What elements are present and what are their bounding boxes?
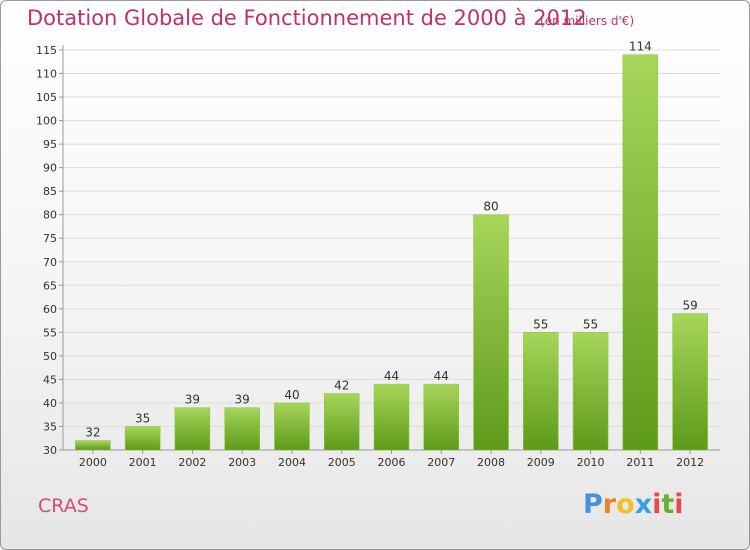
logo-letter: i	[674, 489, 684, 520]
y-tick-label: 115	[36, 44, 57, 57]
bar	[274, 402, 310, 451]
bar	[672, 313, 708, 451]
x-tick-label: 2007	[427, 456, 455, 469]
data-label: 39	[235, 393, 250, 407]
x-tick-label: 2000	[79, 456, 107, 469]
proxiti-logo: Proxiti	[583, 489, 684, 520]
data-label: 114	[629, 40, 652, 54]
y-tick-label: 75	[43, 232, 57, 245]
logo-letter: t	[661, 489, 675, 520]
bar	[323, 393, 360, 451]
data-label: 44	[384, 369, 399, 383]
y-tick-label: 65	[43, 279, 57, 292]
data-label: 32	[85, 426, 100, 440]
bar	[124, 426, 161, 451]
x-tick-label: 2001	[129, 456, 157, 469]
y-tick-label: 95	[43, 138, 57, 151]
x-tick-label: 2010	[577, 456, 605, 469]
x-tick-label: 2003	[228, 456, 256, 469]
data-label: 42	[334, 379, 349, 393]
data-label: 55	[533, 317, 548, 331]
bar	[373, 383, 410, 451]
logo-letter: P	[583, 489, 603, 520]
bar	[75, 440, 111, 451]
x-tick-label: 2004	[278, 456, 306, 469]
data-label: 55	[583, 317, 598, 331]
y-tick-label: 50	[43, 350, 57, 363]
logo-letter: r	[602, 489, 617, 520]
data-label: 80	[483, 200, 498, 214]
x-tick-label: 2002	[178, 456, 206, 469]
logo-letter: x	[634, 489, 653, 520]
y-tick-label: 105	[36, 91, 57, 104]
x-tick-label: 2005	[328, 456, 356, 469]
x-tick-label: 2008	[477, 456, 505, 469]
data-label: 40	[284, 388, 299, 402]
y-tick-label: 110	[36, 68, 57, 81]
x-tick-label: 2011	[626, 456, 654, 469]
bar	[572, 332, 609, 451]
y-tick-label: 40	[43, 397, 57, 410]
bar	[473, 214, 509, 451]
bar	[224, 407, 260, 451]
x-tick-label: 2006	[378, 456, 406, 469]
x-tick-label: 2012	[676, 456, 704, 469]
bar	[622, 54, 659, 451]
bar	[523, 332, 559, 451]
bar	[423, 383, 460, 451]
y-tick-label: 90	[43, 162, 57, 175]
data-label: 44	[434, 369, 449, 383]
data-label: 39	[185, 393, 200, 407]
logo-letter: o	[616, 489, 635, 520]
y-tick-label: 85	[43, 185, 57, 198]
y-tick-label: 60	[43, 303, 57, 316]
chart-title: Dotation Globale de Fonctionnement de 20…	[27, 6, 587, 30]
y-tick-label: 100	[36, 115, 57, 128]
x-tick-label: 2009	[527, 456, 555, 469]
chart-unit: (en milliers d'€)	[540, 14, 635, 28]
y-tick-label: 55	[43, 326, 57, 339]
logo-letter: i	[652, 489, 662, 520]
y-tick-label: 80	[43, 209, 57, 222]
y-tick-label: 70	[43, 256, 57, 269]
y-tick-label: 45	[43, 373, 57, 386]
bar	[174, 407, 211, 451]
y-tick-label: 30	[43, 444, 57, 457]
data-label: 35	[135, 411, 150, 425]
y-tick-label: 35	[43, 420, 57, 433]
commune-name: CRAS	[38, 495, 89, 517]
data-label: 59	[682, 299, 697, 313]
